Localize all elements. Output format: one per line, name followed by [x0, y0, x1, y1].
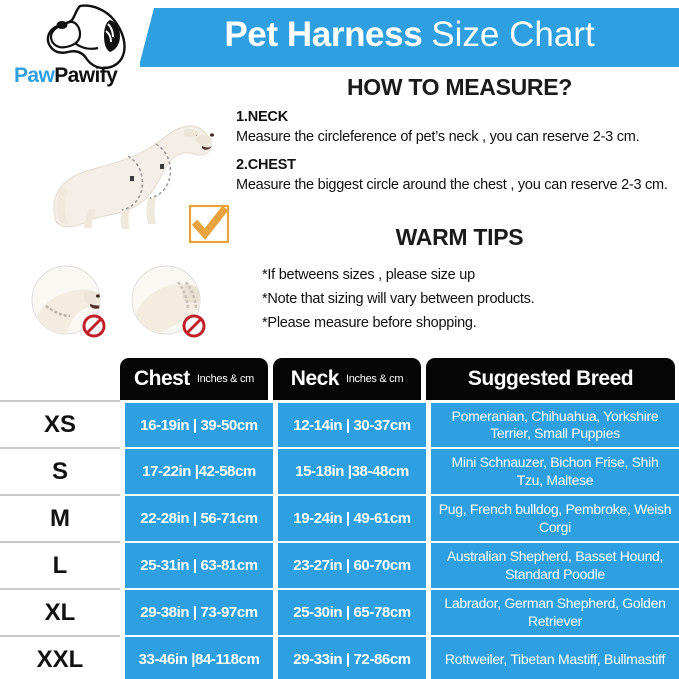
dog-head-icon — [46, 4, 126, 70]
table-row: L 25-31in | 63-81cm 23-27in | 60-70cm Au… — [0, 541, 679, 588]
orange-checkmark-icon — [188, 204, 230, 244]
measure-steps: 1.NECK Measure the circleference of pet’… — [236, 107, 679, 193]
banner-underline — [140, 62, 679, 67]
cell-neck: 19-24in | 49-61cm — [273, 494, 426, 541]
table-row: S 17-22in |42-58cm 15-18in |38-48cm Mini… — [0, 447, 679, 494]
column-header-neck: Neck Inches & cm — [273, 358, 421, 400]
column-header-chest: Chest Inches & cm — [120, 358, 268, 400]
column-header-breed-label: Suggested Breed — [467, 367, 634, 390]
cell-neck: 12-14in | 30-37cm — [273, 400, 426, 447]
table-row: XL 29-38in | 73-97cm 25-30in | 65-78cm L… — [0, 588, 679, 635]
cell-neck: 29-33in | 72-86cm — [273, 635, 426, 679]
correct-measurement-photo — [53, 125, 214, 229]
title-banner: Pet Harness Size Chart — [140, 8, 679, 62]
cell-chest: 17-22in |42-58cm — [120, 447, 273, 494]
cell-size: XS — [0, 400, 120, 447]
cell-size: M — [0, 494, 120, 541]
logo-text-black: Pawify — [54, 64, 118, 87]
cell-size: XL — [0, 588, 120, 635]
logo-text-blue: Paw — [14, 64, 55, 87]
incorrect-neck-measurement-photo — [31, 265, 106, 338]
brand-logo: PawPawify — [14, 4, 138, 96]
cell-chest: 16-19in | 39-50cm — [120, 400, 273, 447]
title-primary: Pet Harness — [224, 15, 423, 54]
step-1-label: 1.NECK — [236, 109, 288, 125]
cell-breed: Mini Schnauzer, Bichon Frise, Shih Tzu, … — [426, 447, 679, 494]
tip-item: *Note that sizing will vary between prod… — [262, 291, 535, 307]
table-row: M 22-28in | 56-71cm 19-24in | 49-61cm Pu… — [0, 494, 679, 541]
cell-chest: 33-46in |84-118cm — [120, 635, 273, 679]
cell-size: L — [0, 541, 120, 588]
warm-tips-list: *If betweens sizes , please size up *Not… — [262, 267, 679, 339]
cell-size: S — [0, 447, 120, 494]
table-body: XS 16-19in | 39-50cm 12-14in | 30-37cm P… — [0, 400, 679, 679]
cell-neck: 15-18in |38-48cm — [273, 447, 426, 494]
cell-neck: 25-30in | 65-78cm — [273, 588, 426, 635]
cell-neck: 23-27in | 60-70cm — [273, 541, 426, 588]
incorrect-examples-group — [14, 262, 224, 342]
title-secondary: Size Chart — [431, 15, 595, 54]
cell-breed: Rottweiler, Tibetan Mastiff, Bullmastiff — [426, 635, 679, 679]
cell-chest: 29-38in | 73-97cm — [120, 588, 273, 635]
table-row: XXL 33-46in |84-118cm 29-33in | 72-86cm … — [0, 635, 679, 679]
size-table: Chest Inches & cm Neck Inches & cm Sugge… — [0, 358, 679, 679]
step-2-text: Measure the biggest circle around the ch… — [236, 177, 668, 193]
cell-breed: Labrador, German Shepherd, Golden Retrie… — [426, 588, 679, 635]
column-header-neck-label: Neck — [290, 367, 340, 390]
cell-breed: Pomeranian, Chihuahua, Yorkshire Terrier… — [426, 400, 679, 447]
cell-breed: Australian Shepherd, Basset Hound, Stand… — [426, 541, 679, 588]
tip-item: *If betweens sizes , please size up — [262, 267, 475, 283]
logo-wordmark: PawPawify — [14, 64, 118, 88]
table-row: XS 16-19in | 39-50cm 12-14in | 30-37cm P… — [0, 400, 679, 447]
incorrect-chest-measurement-photo — [131, 265, 206, 338]
table-header-row: Chest Inches & cm Neck Inches & cm Sugge… — [0, 358, 679, 400]
cell-size: XXL — [0, 635, 120, 679]
how-to-measure-heading: HOW TO MEASURE? — [346, 74, 573, 100]
column-header-chest-label: Chest — [133, 367, 190, 390]
step-2-label: 2.CHEST — [236, 157, 296, 173]
step-1-text: Measure the circleference of pet’s neck … — [236, 129, 640, 145]
column-header-chest-units: Inches & cm — [196, 373, 255, 385]
cell-chest: 22-28in | 56-71cm — [120, 494, 273, 541]
cell-breed: Pug, French bulldog, Pembroke, Weish Cor… — [426, 494, 679, 541]
column-header-breed: Suggested Breed — [426, 358, 675, 400]
column-header-neck-units: Inches & cm — [345, 373, 404, 385]
warm-tips-heading: WARM TIPS — [395, 224, 524, 250]
cell-chest: 25-31in | 63-81cm — [120, 541, 273, 588]
tip-item: *Please measure before shopping. — [262, 315, 477, 331]
